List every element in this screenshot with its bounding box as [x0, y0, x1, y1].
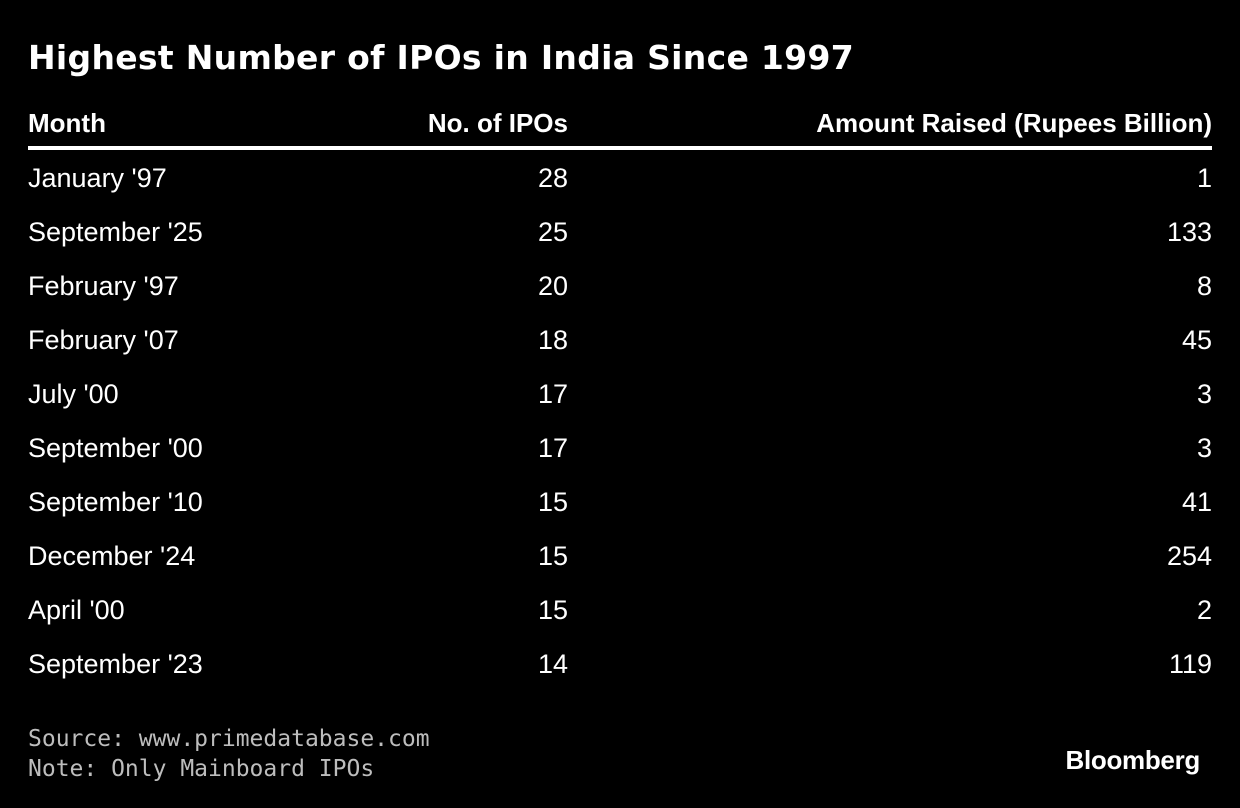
chart-title: Highest Number of IPOs in India Since 19…: [28, 38, 854, 77]
table-row: July '00 17 3: [28, 367, 1212, 421]
table-body: January '97 28 1 September '25 25 133 February…: [28, 151, 1212, 691]
month-cell: April '00: [28, 594, 125, 625]
chart-footer: Source: www.primedatabase.com Note: Only…: [28, 724, 430, 784]
ipo-count-cell: 15: [537, 594, 568, 625]
month-cell: September '23: [28, 648, 203, 679]
month-cell: July '00: [28, 378, 119, 409]
ipo-table: Month No. of IPOs Amount Raised (Rupees …: [28, 100, 1212, 691]
table-row: September '10 15 41: [28, 475, 1212, 529]
ipo-count-cell: 25: [537, 216, 568, 247]
amount-raised-cell: 254: [1166, 540, 1212, 571]
ipo-count-cell: 18: [537, 324, 568, 355]
month-cell: September '00: [28, 432, 203, 463]
note: Note: Only Mainboard IPOs: [28, 756, 375, 782]
table-row: September '23 14 119: [28, 637, 1212, 691]
amount-raised-cell: 45: [1181, 324, 1212, 355]
source-note: Source: www.primedatabase.com: [28, 726, 430, 752]
month-cell: September '25: [28, 216, 203, 247]
table-row: September '25 25 133: [28, 205, 1212, 259]
amount-raised-cell: 133: [1166, 216, 1212, 247]
column-header-amount-raised: Amount Raised (Rupees Billion): [816, 107, 1212, 138]
ipo-count-cell: 17: [537, 378, 568, 409]
amount-raised-cell: 119: [1168, 648, 1212, 679]
amount-raised-cell: 41: [1181, 486, 1212, 517]
table-row: January '97 28 1: [28, 151, 1212, 205]
amount-raised-cell: 8: [1196, 270, 1212, 301]
amount-raised-cell: 1: [1196, 162, 1212, 193]
table-row: December '24 15 254: [28, 529, 1212, 583]
table-row: April '00 15 2: [28, 583, 1212, 637]
amount-raised-cell: 3: [1196, 432, 1212, 463]
table-row: February '07 18 45: [28, 313, 1212, 367]
month-cell: February '97: [28, 270, 179, 301]
month-cell: February '07: [28, 324, 179, 355]
table-row: February '97 20 8: [28, 259, 1212, 313]
table-row: September '00 17 3: [28, 421, 1212, 475]
amount-raised-cell: 2: [1196, 594, 1212, 625]
ipo-count-cell: 14: [537, 648, 568, 679]
column-header-month: Month: [28, 107, 106, 138]
table-header: Month No. of IPOs Amount Raised (Rupees …: [28, 100, 1212, 150]
column-header-ipo-count: No. of IPOs: [427, 107, 568, 138]
month-cell: December '24: [28, 540, 196, 571]
ipo-count-cell: 15: [537, 540, 568, 571]
ipo-count-cell: 15: [537, 486, 568, 517]
month-cell: September '10: [28, 486, 203, 517]
ipo-count-cell: 28: [537, 162, 568, 193]
ipo-count-cell: 20: [537, 270, 568, 301]
amount-raised-cell: 3: [1196, 378, 1212, 409]
bloomberg-logo: Bloomberg: [1065, 745, 1200, 775]
month-cell: January '97: [28, 162, 167, 193]
ipo-count-cell: 17: [537, 432, 568, 463]
